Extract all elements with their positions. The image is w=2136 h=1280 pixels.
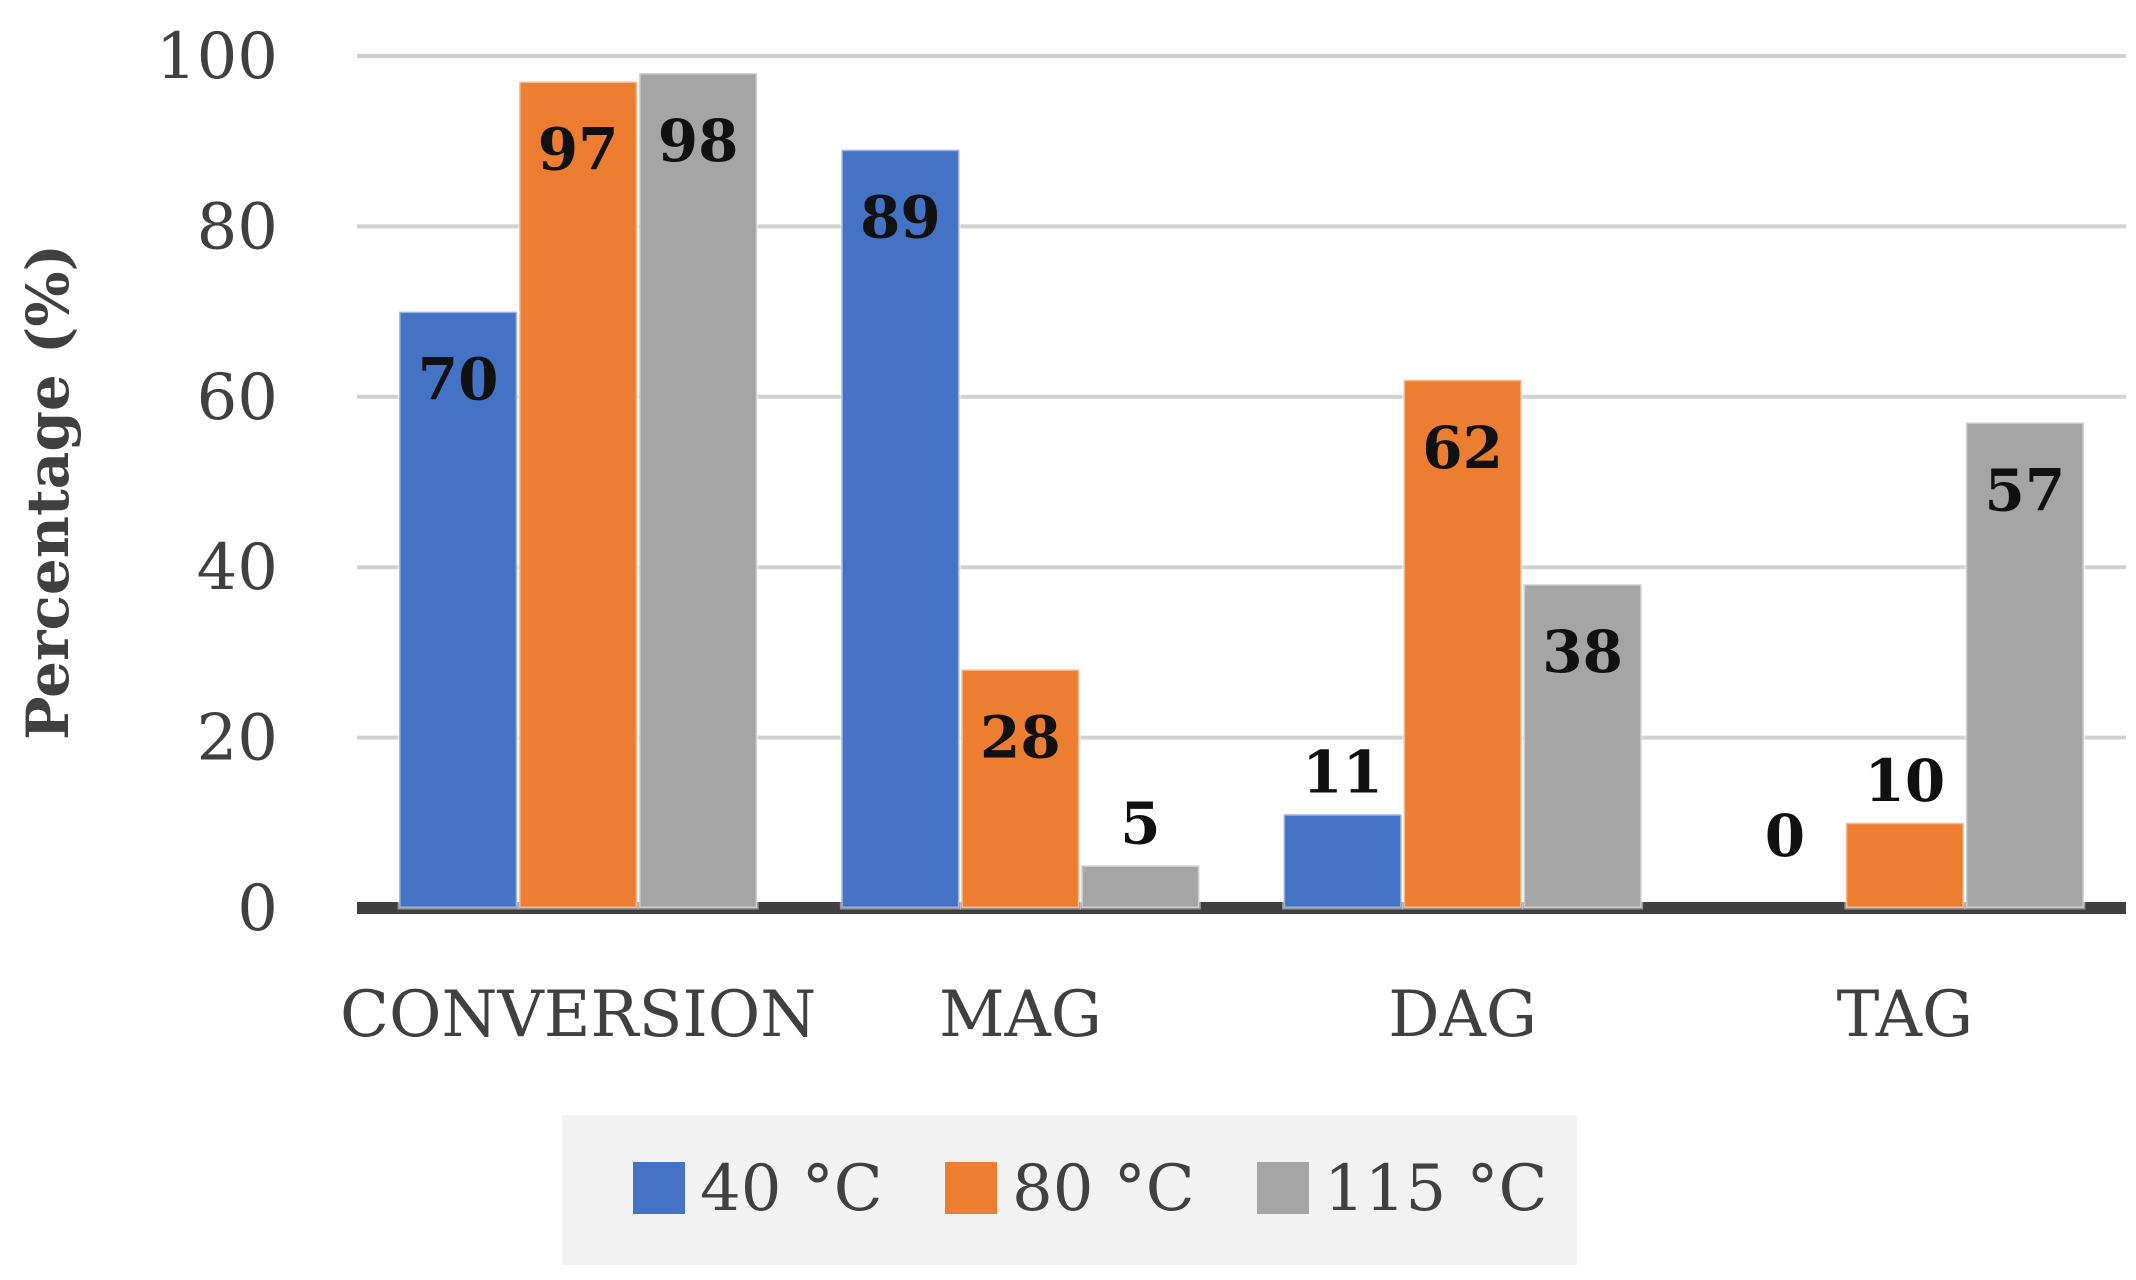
- y-tick-label: 20: [197, 702, 278, 776]
- y-tick-label: 80: [197, 190, 278, 264]
- bar-conversion-1: [397, 310, 519, 910]
- data-label: 89: [860, 184, 941, 252]
- y-tick-label: 0: [237, 872, 278, 946]
- legend-background: [562, 1115, 1577, 1265]
- data-label: 0: [1765, 802, 1805, 870]
- y-tick-label: 100: [156, 20, 278, 94]
- x-category-label: CONVERSION: [340, 978, 816, 1052]
- y-tick-label: 60: [197, 361, 278, 435]
- data-label: 57: [1985, 456, 2066, 524]
- y-axis-ticks: 0 20 40 60 80 100: [156, 20, 278, 946]
- bars: [397, 71, 2086, 910]
- bar-dag-3: [1522, 582, 1644, 910]
- y-tick-label: 40: [197, 531, 278, 605]
- data-label: 10: [1865, 747, 1946, 815]
- legend-swatch: [1257, 1162, 1309, 1214]
- data-label: 11: [1302, 738, 1383, 806]
- data-label: 98: [658, 107, 739, 175]
- legend-swatch: [633, 1162, 685, 1214]
- bar-dag-1: [1282, 812, 1404, 910]
- x-category-label: TAG: [1837, 978, 1974, 1052]
- data-label: 38: [1542, 618, 1623, 686]
- legend: 40 °C 80 °C 115 °C: [562, 1115, 1577, 1265]
- bar-mag-3: [1079, 863, 1201, 910]
- bar-tag-2: [1844, 821, 1966, 910]
- legend-label: 80 °C: [1012, 1152, 1195, 1226]
- bar-dag-2: [1402, 378, 1524, 910]
- x-axis-categories: CONVERSION MAG DAG TAG: [340, 978, 1973, 1052]
- data-label: 62: [1422, 414, 1503, 482]
- x-category-label: DAG: [1388, 978, 1537, 1052]
- legend-label: 40 °C: [700, 1152, 883, 1226]
- y-axis-label: Percentage (%): [14, 244, 82, 740]
- bar-tag-3: [1964, 420, 2086, 910]
- bar-conversion-3: [637, 71, 759, 910]
- bar-conversion-2: [517, 80, 639, 910]
- legend-swatch: [945, 1162, 997, 1214]
- data-label: 5: [1120, 789, 1160, 857]
- x-category-label: MAG: [939, 978, 1102, 1052]
- data-label: 28: [980, 703, 1061, 771]
- data-label: 97: [538, 116, 619, 184]
- data-labels: 70 97 98 89 28 5 11 62 38 0 10 57: [418, 107, 2065, 870]
- legend-label: 115 °C: [1324, 1152, 1547, 1226]
- bar-mag-1: [839, 148, 961, 910]
- bar-mag-2: [959, 667, 1081, 910]
- data-label: 70: [418, 346, 499, 414]
